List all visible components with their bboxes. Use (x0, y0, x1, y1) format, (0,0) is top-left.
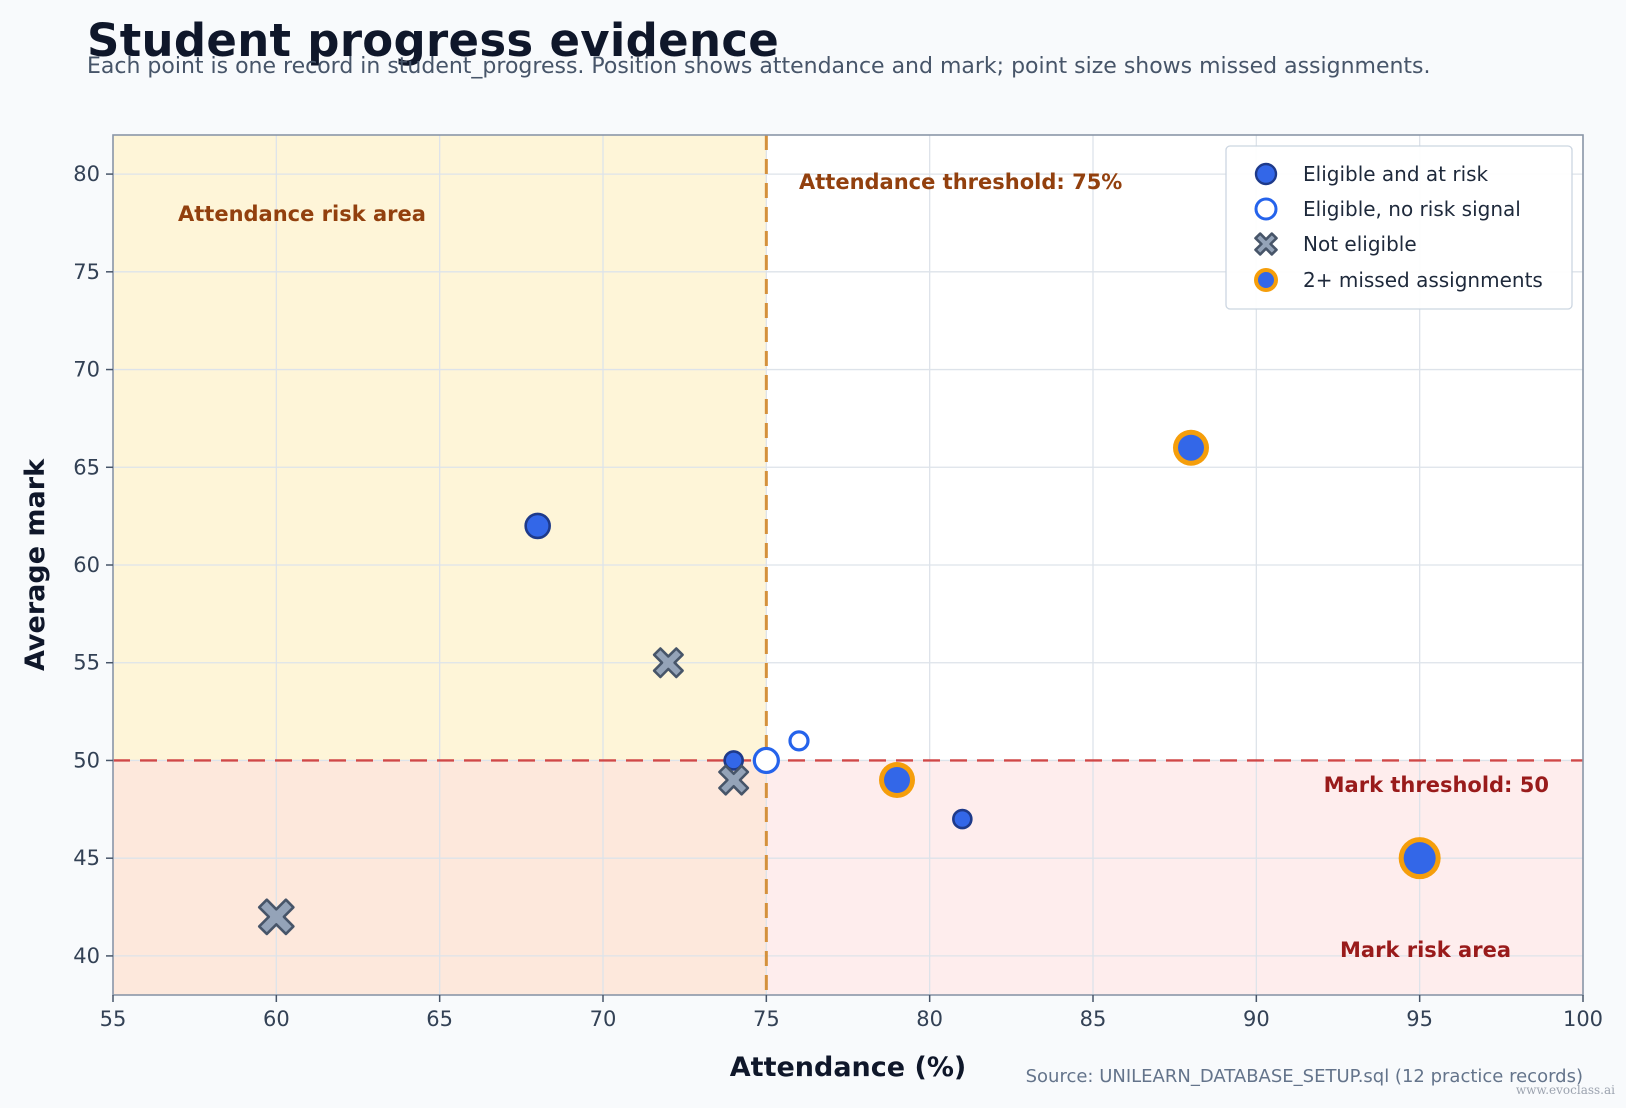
point-not-eligible (718, 764, 750, 796)
legend-box (1225, 145, 1573, 310)
y-axis-title: Average mark (20, 458, 51, 671)
chart-title: Student progress evidence (87, 14, 780, 67)
y-tick-label: 55 (73, 651, 100, 675)
point-eligible-no-risk (788, 730, 810, 752)
point-eligible-at-risk (884, 767, 910, 793)
chart-subtitle: Each point is one record in student_prog… (87, 54, 1431, 79)
attendance-risk-area-label: Attendance risk area (178, 202, 426, 226)
x-tick-label: 65 (426, 1007, 453, 1031)
point-eligible-at-risk (952, 808, 973, 830)
point-eligible-no-risk (752, 746, 780, 775)
legend-label-eligible-no-risk: Eligible, no risk signal (1303, 197, 1521, 221)
watermark: www.evoclass.ai (1516, 1083, 1615, 1097)
x-tick-label: 100 (1563, 1007, 1603, 1031)
point-eligible-at-risk (524, 512, 551, 540)
x-tick-label: 75 (753, 1007, 780, 1031)
y-tick-label: 75 (73, 260, 100, 284)
point-eligible-at-risk (723, 750, 744, 771)
legend-eligible-no-risk-icon (1254, 197, 1278, 221)
point-not-eligible (257, 898, 295, 936)
x-tick-label: 55 (100, 1007, 127, 1031)
point-eligible-at-risk (1178, 434, 1204, 461)
legend-not-eligible-icon (1254, 232, 1278, 256)
y-tick-label: 65 (73, 455, 100, 479)
axis-ticks: 55 60 65 70 75 80 85 90 95 100 40 45 50 55 60 65 70 75 80 (73, 162, 1603, 1031)
legend-label-eligible-at-risk: Eligible and at risk (1303, 162, 1489, 186)
legend-label-missed-2plus: 2+ missed assignments (1303, 268, 1543, 292)
y-tick-label: 80 (73, 162, 100, 186)
threshold-lines (113, 135, 1583, 995)
x-tick-label: 85 (1080, 1007, 1107, 1031)
attendance-threshold-label: Attendance threshold: 75% (799, 170, 1122, 194)
x-tick-label: 90 (1243, 1007, 1270, 1031)
data-points (257, 429, 1441, 936)
y-tick-label: 45 (73, 846, 100, 870)
mark-risk-area-label: Mark risk area (1340, 938, 1511, 962)
y-tick-label: 50 (73, 748, 100, 772)
mark-threshold-label: Mark threshold: 50 (1324, 773, 1549, 797)
x-tick-label: 60 (263, 1007, 290, 1031)
y-tick-label: 60 (73, 553, 100, 577)
legend-eligible-at-risk-icon (1254, 162, 1278, 186)
chart-text: Attendance (%) Average mark Attendance ris… (20, 170, 1615, 1097)
legend: Eligible and at risk Eligible, no risk si… (1225, 145, 1573, 310)
x-tick-label: 80 (916, 1007, 943, 1031)
x-tick-label: 95 (1406, 1007, 1433, 1031)
y-tick-label: 70 (73, 358, 100, 382)
x-axis-title: Attendance (%) (730, 1052, 966, 1083)
legend-missed-center-icon (1258, 272, 1274, 288)
y-tick-label: 40 (73, 944, 100, 968)
point-eligible-at-risk (1403, 842, 1436, 875)
point-not-eligible (652, 647, 684, 679)
legend-label-not-eligible: Not eligible (1303, 232, 1417, 256)
source-note: Source: UNILEARN_DATABASE_SETUP.sql (12 … (1026, 1066, 1583, 1087)
x-tick-label: 70 (590, 1007, 617, 1031)
